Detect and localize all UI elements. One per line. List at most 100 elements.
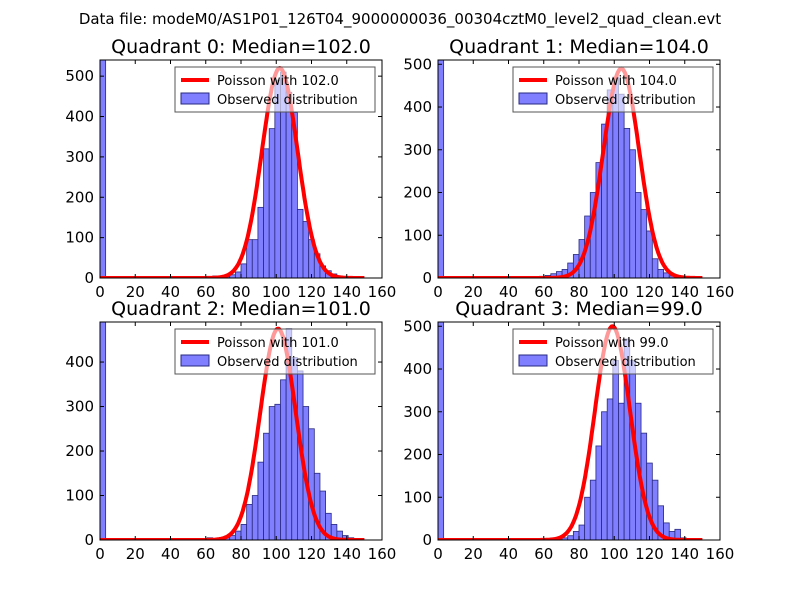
y-tick-label: 0 (84, 269, 94, 287)
histogram-bar (274, 403, 281, 540)
plot-area (438, 322, 703, 540)
x-tick-label: 0 (95, 545, 105, 563)
panel-title: Quadrant 1: Median=104.0 (449, 36, 709, 58)
histogram-bar (263, 432, 270, 540)
histogram-bar (629, 149, 636, 278)
histogram-bar (251, 495, 259, 540)
x-tick-label: 80 (231, 545, 250, 563)
y-tick-label: 100 (403, 226, 432, 244)
legend-label-observed: Observed distribution (217, 355, 358, 370)
x-tick-label: 60 (534, 283, 553, 301)
y-tick-label: 400 (403, 360, 432, 378)
histogram-bar (438, 60, 445, 278)
y-tick-label: 400 (65, 353, 94, 371)
x-tick-label: 120 (297, 545, 326, 563)
plot-area (100, 60, 365, 278)
legend-label-poisson: Poisson with 99.0 (555, 336, 668, 351)
x-tick-label: 40 (161, 545, 180, 563)
x-tick-label: 80 (569, 283, 588, 301)
x-tick-label: 100 (262, 545, 291, 563)
y-tick-label: 100 (65, 487, 94, 505)
y-tick-label: 200 (403, 184, 432, 202)
x-tick-label: 140 (670, 545, 699, 563)
legend-label-poisson: Poisson with 102.0 (217, 74, 339, 89)
histogram-bar (246, 239, 253, 278)
x-tick-label: 140 (332, 283, 361, 301)
legend-patch-icon (518, 92, 548, 105)
x-tick-label: 40 (499, 283, 518, 301)
x-tick-label: 120 (635, 283, 664, 301)
histogram-bar (268, 128, 276, 278)
poisson-curve (100, 66, 365, 278)
histogram-bar (100, 322, 107, 540)
histogram-bar (578, 524, 586, 540)
x-tick-label: 20 (126, 545, 145, 563)
histogram-bar (246, 504, 253, 540)
histogram-bar (595, 445, 602, 540)
y-tick-label: 100 (65, 229, 94, 247)
histogram-bar (285, 91, 293, 278)
histogram-bar (257, 206, 264, 278)
poisson-curve (438, 66, 703, 278)
histogram-bar (308, 428, 315, 540)
plot-area (438, 60, 703, 278)
legend-patch-icon (180, 92, 210, 105)
histogram-bar (635, 192, 642, 278)
x-tick-label: 20 (464, 283, 483, 301)
histogram-bar (280, 379, 287, 540)
y-tick-label: 300 (403, 141, 432, 159)
quadrant-panel-3: 0 20 40 60 80 100 120 140 160 0 100 200 300 400 500 Qua… (403, 298, 734, 563)
panel-title: Quadrant 3: Median=99.0 (455, 298, 703, 320)
x-tick-label: 140 (670, 283, 699, 301)
histogram-bar (296, 208, 304, 278)
histogram-bar (646, 230, 653, 278)
histogram-bar (234, 271, 242, 278)
y-tick-label: 100 (403, 488, 432, 506)
legend-patch-icon (518, 354, 548, 367)
x-tick-label: 160 (706, 283, 735, 301)
histogram-bar (646, 462, 653, 540)
x-tick-label: 0 (433, 545, 443, 563)
x-tick-label: 60 (196, 545, 215, 563)
panel-title: Quadrant 0: Median=102.0 (111, 36, 371, 58)
x-tick-label: 80 (231, 283, 250, 301)
legend-label-observed: Observed distribution (217, 93, 358, 108)
x-tick-label: 0 (95, 283, 105, 301)
histogram-bar (257, 461, 264, 540)
quadrant-panel-2: 0 20 40 60 80 100 120 140 160 0 100 200 300 400 Quadra… (65, 298, 396, 563)
y-tick-label: 500 (403, 317, 432, 335)
x-tick-label: 80 (569, 545, 588, 563)
x-tick-label: 160 (368, 283, 397, 301)
x-tick-label: 60 (534, 545, 553, 563)
y-tick-label: 500 (65, 67, 94, 85)
legend-label-observed: Observed distribution (555, 93, 696, 108)
x-tick-label: 20 (126, 283, 145, 301)
y-tick-label: 300 (65, 148, 94, 166)
x-tick-label: 40 (161, 283, 180, 301)
y-tick-label: 400 (403, 98, 432, 116)
histogram-bar (100, 60, 107, 278)
poisson-curve (100, 326, 365, 540)
y-tick-label: 0 (422, 531, 432, 549)
x-tick-label: 120 (297, 283, 326, 301)
figure-title: Data file: modeM0/AS1P01_126T04_90000000… (79, 10, 721, 29)
legend-label-poisson: Poisson with 101.0 (217, 336, 339, 351)
y-tick-label: 400 (65, 108, 94, 126)
legend-label-poisson: Poisson with 104.0 (555, 74, 677, 89)
histogram-bar (268, 406, 276, 540)
histogram-bar (584, 496, 591, 540)
histogram-bar (302, 221, 310, 278)
x-tick-label: 100 (600, 545, 629, 563)
histogram-bar (640, 209, 648, 278)
y-tick-label: 300 (403, 403, 432, 421)
histogram-bar (606, 398, 614, 540)
histogram-bar (438, 322, 445, 540)
x-tick-label: 40 (499, 545, 518, 563)
x-tick-label: 160 (368, 545, 397, 563)
histogram-bar (572, 531, 580, 540)
histogram-bar (567, 535, 574, 540)
histogram-bar (618, 402, 625, 540)
quadrant-panel-0: 0 20 40 60 80 100 120 140 160 0 100 200 300 400 500 Qua… (65, 36, 396, 301)
y-tick-label: 500 (403, 55, 432, 73)
